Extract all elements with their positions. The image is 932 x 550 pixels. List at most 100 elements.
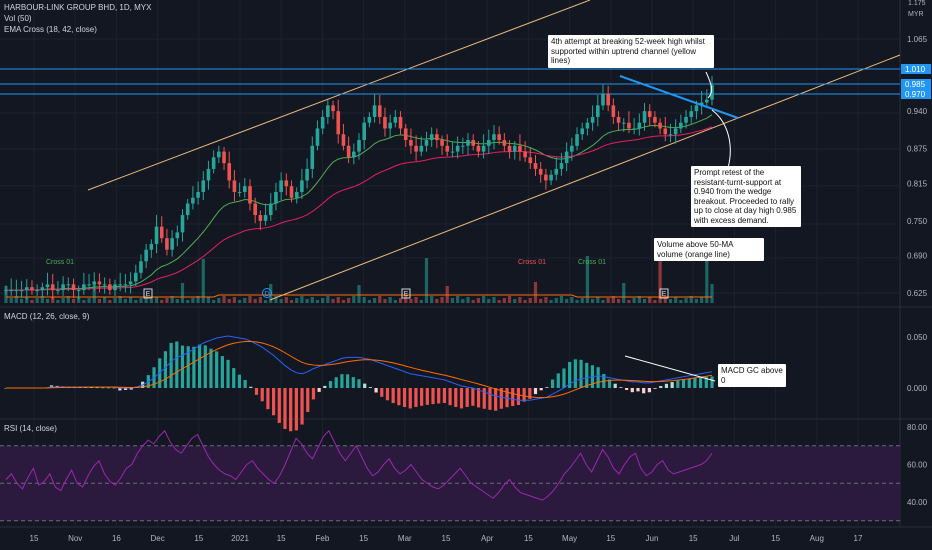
volume-bars [4, 256, 714, 303]
macd-label: MACD (12, 26, close, 9) [4, 312, 90, 321]
volume-bar [279, 299, 283, 303]
volume-bar [710, 284, 714, 303]
macd-histogram-bar [699, 377, 703, 388]
macd-histogram-bar [186, 346, 190, 388]
macd-histogram-bar [420, 388, 424, 406]
volume-bar [40, 296, 44, 303]
macd-histogram-bar [300, 388, 304, 425]
candle-body [549, 174, 553, 181]
volume-bar [705, 260, 709, 303]
macd-histogram-bar [271, 388, 276, 416]
candle-body [217, 151, 221, 158]
candle-body [637, 122, 642, 129]
candle-body [445, 145, 450, 152]
grid-lines [0, 0, 900, 527]
candle-body [92, 281, 97, 285]
candle-body [310, 145, 315, 169]
volume-bar [487, 299, 491, 303]
volume-label: Vol (50) [4, 14, 32, 23]
macd-histogram-bar [522, 388, 526, 402]
candle-body [196, 191, 200, 198]
annotation-macd: MACD GC above 0 [718, 364, 786, 387]
volume-bar [201, 259, 205, 303]
volume-bar [97, 299, 102, 303]
volume-bar [284, 297, 288, 303]
candle-body [590, 116, 595, 123]
candle-body [585, 122, 590, 129]
volume-bar [175, 299, 179, 303]
volume-bar [45, 299, 50, 303]
macd-histogram-bar [101, 387, 105, 389]
macd-histogram-bar [209, 348, 213, 388]
candle-body [668, 134, 673, 136]
candle-body [133, 272, 138, 282]
candle-body [24, 287, 29, 291]
macd-histogram-bar [334, 377, 338, 388]
macd-histogram-bar [471, 388, 475, 406]
candle-body [237, 191, 242, 193]
volume-bar [295, 298, 299, 303]
candle-body [56, 290, 60, 292]
macd-tick: 0.050 [907, 333, 928, 342]
macd-histogram-bar [414, 388, 418, 407]
pane-frames [0, 0, 932, 528]
currency-label: MYR [908, 11, 924, 18]
volume-bar [206, 297, 211, 303]
price-label: 1.010 [905, 65, 926, 74]
symbol-title: HARBOUR-LINK GROUP BHD, 1D, MYX [4, 3, 152, 12]
macd-histogram-bar [118, 388, 122, 391]
axes: 1.065 0.940 0.875 0.815 0.750 0.690 0.625 1.010… [30, 35, 931, 543]
macd-histogram-bar [704, 376, 708, 388]
macd-histogram-bar [533, 388, 538, 395]
candle-body [595, 105, 600, 117]
candle-body [653, 116, 657, 123]
volume-bar [362, 297, 366, 303]
candle-body [201, 180, 206, 192]
macd-histogram-bar [670, 382, 674, 388]
macd-histogram-bar [437, 388, 441, 404]
x-tick: Nov [68, 534, 82, 543]
x-tick: 16 [112, 534, 121, 543]
wedge-resistance [619, 75, 739, 119]
candle-body [180, 215, 185, 233]
candle-body [357, 140, 361, 152]
candle-body [9, 290, 13, 292]
candle-body [388, 122, 392, 129]
volume-bar [393, 300, 397, 303]
candle-body [679, 122, 683, 129]
volume-bar [642, 299, 647, 303]
volume-bar [575, 300, 579, 303]
volume-bar [253, 299, 257, 303]
candle-body [694, 105, 699, 112]
candle-body [175, 232, 180, 239]
macd-histogram-bar [391, 388, 395, 404]
candle-body [149, 243, 154, 250]
volume-bar [461, 299, 465, 303]
candle-body [544, 174, 548, 181]
volume-bar [186, 300, 190, 303]
x-tick: Jun [646, 534, 659, 543]
volume-bar [492, 297, 496, 303]
macd-histogram-bar [249, 386, 253, 388]
price-label-box [901, 64, 931, 74]
volume-bar [56, 300, 60, 303]
volume-bar [87, 298, 91, 303]
volume-bar [554, 298, 558, 303]
volume-bar [123, 299, 127, 303]
candle-body [315, 128, 320, 146]
candle-body [159, 226, 164, 239]
volume-bar [19, 299, 24, 303]
candle-body [377, 105, 382, 117]
candle-body [284, 180, 289, 187]
volume-ma-line [6, 294, 712, 298]
macd-histogram-bar [568, 361, 572, 388]
volume-bar [289, 300, 294, 303]
volume-bar [518, 297, 522, 303]
macd-histogram-bar [328, 381, 333, 388]
volume-bar [128, 297, 133, 303]
macd-line [6, 335, 713, 401]
candle-body [102, 284, 107, 286]
candle-body [440, 140, 444, 146]
macd-histogram-bar [659, 386, 663, 388]
